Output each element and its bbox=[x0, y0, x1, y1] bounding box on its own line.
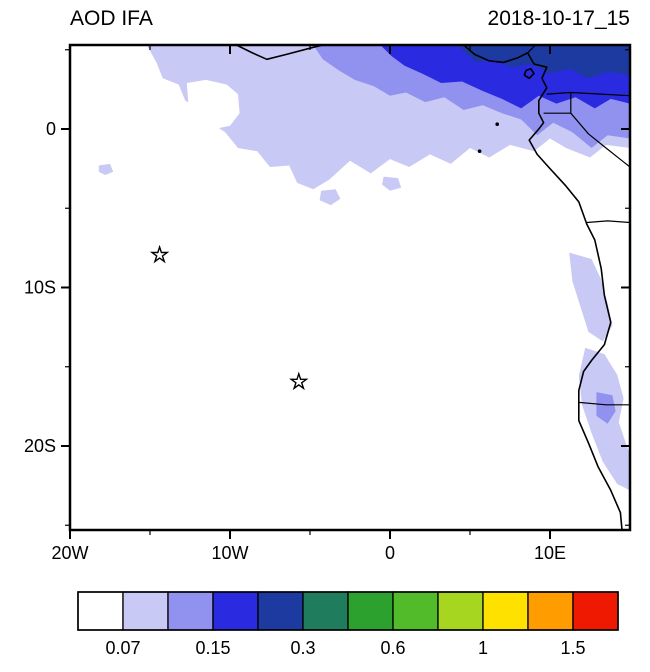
country-border bbox=[570, 112, 630, 168]
colorbar-label: 0.3 bbox=[290, 638, 315, 658]
country-border bbox=[586, 220, 630, 224]
colorbar-label: 1 bbox=[478, 638, 488, 658]
x-axis-label: 10W bbox=[211, 543, 248, 563]
y-axis-label: 20S bbox=[24, 436, 56, 456]
aod-region-level-1 bbox=[382, 176, 402, 191]
colorbar-box bbox=[437, 591, 484, 631]
colorbar-box bbox=[167, 591, 214, 631]
colorbar-box bbox=[527, 591, 574, 631]
island-dot bbox=[495, 122, 500, 126]
plot-title: AOD IFA bbox=[70, 7, 153, 30]
aod-region-level-4 bbox=[457, 45, 630, 79]
coastline bbox=[463, 45, 623, 530]
colorbar-frame bbox=[77, 591, 619, 631]
country-border bbox=[546, 91, 630, 97]
aod-region-level-1 bbox=[98, 163, 114, 175]
coastline bbox=[523, 67, 535, 80]
island-dot bbox=[477, 149, 482, 153]
map-layers bbox=[98, 45, 630, 530]
aod-region-level-1 bbox=[319, 189, 341, 206]
colorbar-label: 0.07 bbox=[105, 638, 140, 658]
x-axis-label: 0 bbox=[385, 543, 395, 563]
country-border bbox=[527, 45, 537, 54]
country-border bbox=[578, 401, 630, 406]
colorbar-box bbox=[122, 591, 169, 631]
colorbar-label: 0.6 bbox=[380, 638, 405, 658]
colorbar-box bbox=[392, 591, 439, 631]
y-axis-label: 10S bbox=[24, 278, 56, 298]
plot-timestamp: 2018-10-17_15 bbox=[488, 7, 630, 30]
colorbar-box bbox=[257, 591, 304, 631]
aod-region-clear-notch bbox=[186, 79, 240, 129]
colorbar-box bbox=[572, 591, 619, 631]
axis-labels: 20W 10W 0 10E 0 10S 20S bbox=[24, 119, 566, 563]
colorbar-box bbox=[482, 591, 529, 631]
x-axis-label: 20W bbox=[51, 543, 88, 563]
aod-region-level-1 bbox=[569, 252, 613, 342]
station-star-marker bbox=[149, 244, 170, 264]
colorbar-box bbox=[77, 591, 124, 631]
colorbar-label: 1.5 bbox=[560, 638, 585, 658]
colorbar-label: 0.15 bbox=[195, 638, 230, 658]
station-star-marker bbox=[289, 371, 309, 391]
colorbar-box bbox=[212, 591, 259, 631]
colorbar-box bbox=[347, 591, 394, 631]
aod-region-level-2 bbox=[596, 392, 616, 424]
colorbar: 0.07 0.15 0.3 0.6 1 1.5 bbox=[77, 591, 619, 658]
x-axis-label: 10E bbox=[534, 543, 566, 563]
map-border bbox=[68, 43, 632, 532]
colorbar-box bbox=[302, 591, 349, 631]
coastline bbox=[236, 45, 323, 61]
map-area bbox=[61, 43, 632, 539]
y-axis-label: 0 bbox=[46, 119, 56, 139]
